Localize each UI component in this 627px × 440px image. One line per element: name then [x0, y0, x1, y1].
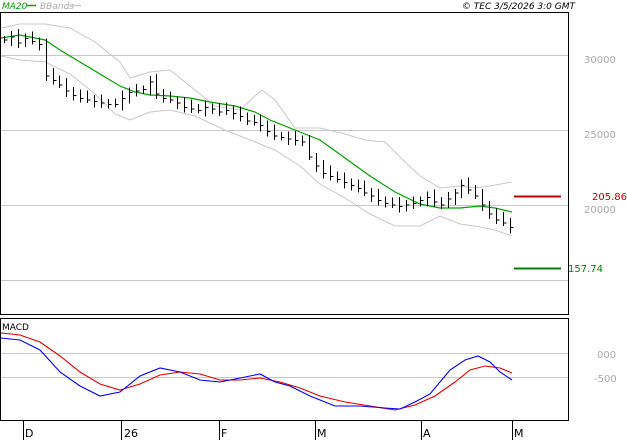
price-axis: 30000 25000 20000 — [584, 55, 616, 216]
macd-panel-frame — [0, 318, 569, 421]
macd-panel: MACD 000 -500 — [0, 323, 617, 411]
bollinger-bands — [0, 23, 513, 237]
time-axis: D 26 F M A M — [1, 420, 568, 440]
price-tick-25000: 25000 — [584, 130, 616, 141]
ma-legend: MA20 — [2, 2, 28, 12]
main-panel-frame — [0, 12, 569, 315]
month-label-d: D — [25, 427, 33, 440]
month-label-26: 26 — [124, 427, 138, 440]
month-label-f: F — [221, 427, 227, 440]
bbands-lower — [0, 55, 513, 237]
month-label-m2: M — [514, 427, 524, 440]
header: MA20 BBands © TEC 3/5/2026 3:0 GMT — [2, 2, 576, 12]
ma20-line — [0, 34, 513, 213]
price-tick-20000: 20000 — [584, 205, 616, 216]
macd-line — [0, 337, 513, 410]
macd-signal-line — [0, 332, 513, 411]
support-label: 157.74 — [568, 264, 603, 275]
price-bars — [4, 29, 514, 234]
levels: 205.86 157.74 — [514, 192, 627, 275]
source-label: © TEC 3/5/2026 3:0 GMT — [462, 2, 577, 12]
bbands-upper — [0, 23, 513, 189]
grid — [1, 55, 568, 378]
month-label-a: A — [423, 427, 431, 440]
resistance-label: 205.86 — [592, 192, 627, 203]
month-label-m1: M — [317, 427, 327, 440]
macd-tick-0: 000 — [597, 350, 616, 361]
macd-tick-neg500: -500 — [594, 374, 617, 385]
macd-title: MACD — [2, 323, 29, 333]
bbands-legend: BBands — [40, 2, 74, 12]
price-tick-30000: 30000 — [584, 55, 616, 66]
